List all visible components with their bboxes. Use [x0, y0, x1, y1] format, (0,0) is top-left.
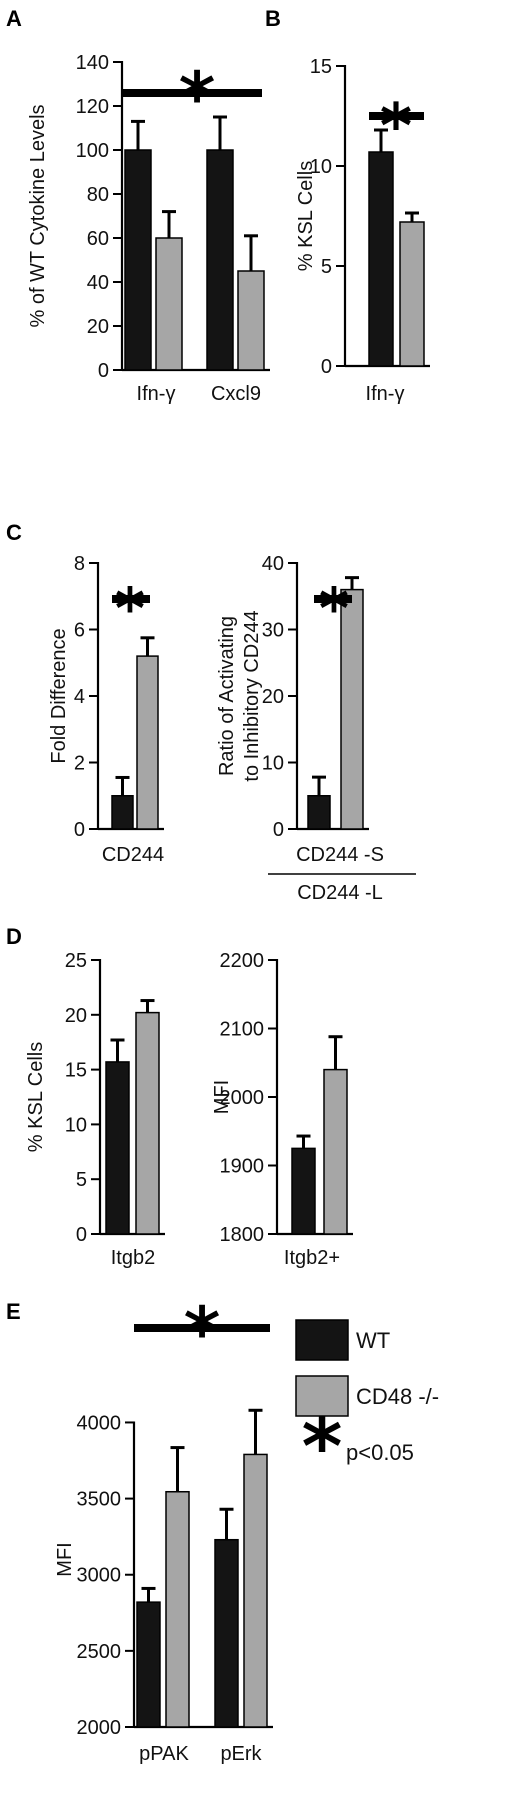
y-tick-label: 2000 — [220, 1087, 265, 1109]
y-axis-label: % KSL Cells — [295, 161, 317, 271]
y-tick-label: 15 — [310, 56, 332, 78]
bar-wt-0 — [111, 795, 134, 830]
bar-wt-0 — [291, 1147, 316, 1235]
panel-letter: C — [6, 520, 22, 545]
significance-asterisk: * — [115, 577, 145, 643]
chart-panel-e-6: E 2000 2500 3000 3500 4000 MFI pPAK pErk * — [6, 1292, 273, 1765]
y-tick-label: 2000 — [77, 1717, 122, 1739]
x-category-label: CD244 — [102, 844, 164, 866]
y-axis-label: % of WT Cytokine Levels — [27, 104, 49, 327]
x-category-label: Itgb2+ — [284, 1247, 340, 1269]
y-axis-label: Fold Difference — [48, 628, 70, 763]
y-axis-label: % KSL Cells — [25, 1042, 47, 1152]
x-category-denominator: CD244 -L — [297, 882, 383, 904]
x-category-label: pPAK — [139, 1743, 189, 1765]
y-tick-label: 2100 — [220, 1019, 265, 1041]
y-tick-label: 4 — [74, 686, 85, 708]
y-axis-label: Ratio of Activating — [216, 616, 238, 776]
chart-panel-c-3: 0 10 20 30 40 Ratio of Activating to Inhibitor… — [216, 553, 416, 904]
significance-asterisk: * — [319, 577, 349, 643]
significance-asterisk: * — [179, 57, 216, 139]
chart-panel-a-0: A 0 20 40 60 80 100 120 140 % of WT Cytokine Leve… — [6, 6, 270, 405]
x-category-label: CD244 -S — [296, 844, 384, 866]
chart-panel-b-1: B 0 5 10 15 % KSL Cells Ifn-γ * — [265, 6, 430, 405]
bar-wt-0 — [124, 149, 152, 371]
significance-asterisk: * — [184, 1292, 221, 1374]
y-tick-label: 30 — [262, 620, 284, 642]
y-tick-label: 8 — [74, 553, 85, 575]
bar-cd48-0 — [340, 588, 364, 830]
y-tick-label: 20 — [65, 1005, 87, 1027]
y-tick-label: 10 — [310, 156, 332, 178]
y-tick-label: 80 — [87, 184, 109, 206]
y-tick-label: 0 — [321, 356, 332, 378]
panel-letter: A — [6, 6, 22, 31]
y-tick-label: 0 — [273, 819, 284, 841]
bar-cd48-0 — [136, 655, 159, 830]
legend-asterisk: * — [302, 1403, 343, 1493]
bar-cd48-0 — [155, 237, 183, 371]
y-tick-label: 15 — [65, 1060, 87, 1082]
bar-wt-1 — [206, 149, 234, 371]
legend-sig-text: p<0.05 — [346, 1440, 414, 1465]
chart-panel-d-4: D 0 5 10 15 20 25 % KSL Cells Itgb2 — [6, 924, 165, 1269]
x-category-label: Itgb2 — [111, 1247, 155, 1269]
y-tick-label: 10 — [65, 1114, 87, 1136]
legend-label: WT — [356, 1328, 390, 1353]
panel-letter: D — [6, 924, 22, 949]
x-category-label: Cxcl9 — [211, 383, 261, 405]
bar-cd48-0 — [165, 1490, 190, 1728]
chart-panel-c-2: C 0 2 4 6 8 Fold Difference CD244 * — [6, 520, 164, 866]
y-tick-label: 2500 — [77, 1641, 122, 1663]
significance-asterisk: * — [380, 90, 412, 162]
bar-wt-0 — [368, 151, 394, 367]
y-tick-label: 4000 — [77, 1412, 122, 1434]
y-axis-label: to Inhibitory CD244 — [241, 610, 263, 781]
y-tick-label: 6 — [74, 620, 85, 642]
y-tick-label: 40 — [87, 272, 109, 294]
legend-swatch-1 — [295, 1375, 349, 1417]
y-tick-label: 25 — [65, 950, 87, 972]
y-tick-label: 0 — [76, 1224, 87, 1246]
legend: WT CD48 -/- * p<0.05 — [295, 1319, 439, 1493]
bar-cd48-0 — [135, 1011, 160, 1235]
bar-wt-1 — [214, 1538, 239, 1728]
y-axis-label: MFI — [211, 1080, 233, 1114]
y-tick-label: 100 — [76, 140, 109, 162]
bar-wt-0 — [136, 1601, 161, 1728]
y-tick-label: 2200 — [220, 950, 265, 972]
y-tick-label: 0 — [74, 819, 85, 841]
y-tick-label: 1800 — [220, 1224, 265, 1246]
y-tick-label: 0 — [98, 360, 109, 382]
x-category-label: Ifn-γ — [137, 383, 176, 405]
y-tick-label: 20 — [87, 316, 109, 338]
y-tick-label: 140 — [76, 52, 109, 74]
x-category-label: pErk — [220, 1743, 262, 1765]
y-tick-label: 3500 — [77, 1489, 122, 1511]
y-axis-label: MFI — [54, 1542, 76, 1576]
y-tick-label: 40 — [262, 553, 284, 575]
bar-cd48-0 — [399, 221, 425, 367]
y-tick-label: 1900 — [220, 1156, 265, 1178]
bar-wt-0 — [105, 1061, 130, 1235]
y-tick-label: 10 — [262, 753, 284, 775]
chart-panel-d-5: 1800 1900 2000 2100 2200 MFI Itgb2+ — [211, 950, 353, 1269]
bar-cd48-0 — [323, 1068, 348, 1235]
panel-letter: E — [6, 1299, 21, 1324]
panel-letter: B — [265, 6, 281, 31]
y-tick-label: 20 — [262, 686, 284, 708]
x-category-label: Ifn-γ — [366, 383, 405, 405]
y-tick-label: 3000 — [77, 1565, 122, 1587]
y-tick-label: 5 — [76, 1169, 87, 1191]
bar-cd48-1 — [243, 1453, 268, 1728]
y-tick-label: 2 — [74, 753, 85, 775]
y-tick-label: 120 — [76, 96, 109, 118]
bar-wt-0 — [307, 795, 331, 830]
bar-cd48-1 — [237, 270, 265, 371]
legend-swatch-0 — [295, 1319, 349, 1361]
y-tick-label: 60 — [87, 228, 109, 250]
legend-label: CD48 -/- — [356, 1384, 439, 1409]
y-tick-label: 5 — [321, 256, 332, 278]
